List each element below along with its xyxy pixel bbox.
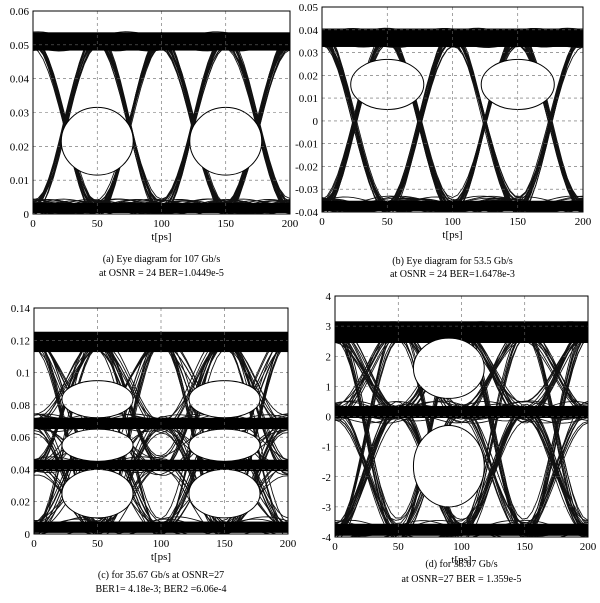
y-tick-label: -2 — [322, 472, 331, 484]
y-tick-label: 0.02 — [10, 141, 29, 153]
y-tick-label: 0.02 — [299, 70, 318, 82]
y-tick-label: 0.06 — [11, 432, 31, 444]
eye-opening — [188, 428, 261, 462]
x-tick-label: 50 — [393, 541, 405, 553]
y-tick-label: 0.04 — [299, 25, 319, 37]
y-tick-label: -4 — [322, 532, 332, 544]
y-tick-label: 2 — [326, 351, 332, 363]
y-tick-label: 0.04 — [10, 74, 30, 86]
y-tick-label: -0.03 — [295, 184, 318, 196]
y-tick-label: 0.04 — [11, 464, 31, 476]
y-tick-label: 0.02 — [11, 497, 30, 509]
x-tick-label: 200 — [280, 538, 297, 550]
y-tick-label: 0 — [313, 116, 319, 128]
eye-opening — [350, 58, 425, 110]
plot-frame — [321, 6, 584, 213]
chart-panel-4: 0 50 100 150 200 -4 -3 -2 -1 0 1 2 3 4 t[ps](d) for 35… — [322, 291, 597, 585]
y-tick-label: -0.02 — [295, 161, 318, 173]
eye-opening — [412, 337, 485, 399]
x-tick-label: 0 — [319, 216, 325, 228]
x-tick-label: 50 — [92, 538, 104, 550]
x-tick-label: 0 — [332, 541, 338, 553]
y-tick-label: 0.05 — [10, 40, 30, 52]
x-tick-label: 100 — [153, 538, 170, 550]
x-tick-label: 100 — [444, 216, 461, 228]
y-tick-label: 3 — [326, 321, 332, 333]
chart-panel-2: 0 50 100 150 200 -0.04 -0.03 -0.02 -0.01 0 0.01 0.0… — [295, 2, 592, 280]
y-tick-label: -3 — [322, 502, 332, 514]
y-tick-label: 4 — [326, 291, 332, 303]
y-tick-label: 0.03 — [10, 108, 30, 120]
y-tick-label: 0 — [25, 529, 31, 541]
x-tick-label: 50 — [92, 218, 104, 230]
y-tick-label: 0.08 — [11, 400, 31, 412]
x-tick-label: 0 — [31, 538, 37, 550]
x-tick-label: 200 — [580, 541, 597, 553]
x-tick-label: 50 — [382, 216, 394, 228]
x-tick-label: 0 — [30, 218, 36, 230]
eye-opening — [412, 425, 485, 508]
y-tick-label: 0.01 — [299, 93, 318, 105]
eye-opening — [189, 106, 263, 176]
eye-opening — [61, 468, 134, 519]
x-tick-label: 100 — [453, 541, 470, 553]
eye-opening — [480, 58, 555, 110]
chart-panel-1: 0 50 100 150 200 0 0.01 0.02 0.03 0.04 0.05 0.06 t[p… — [10, 6, 299, 279]
eye-opening — [188, 468, 261, 519]
x-tick-label: 150 — [517, 541, 534, 553]
caption-line: (a) Eye diagram for 107 Gb/s — [103, 254, 221, 265]
plot-frame — [33, 307, 289, 535]
y-tick-label: 0.14 — [11, 303, 31, 315]
y-tick-label: 0.03 — [299, 48, 319, 60]
y-tick-label: 0.1 — [16, 368, 30, 380]
y-tick-label: 0.01 — [10, 175, 29, 187]
caption-line: at OSNR = 24 BER=1.6478e-3 — [390, 269, 515, 280]
x-axis-label: t[ps] — [151, 231, 171, 243]
y-tick-label: 0.12 — [11, 335, 30, 347]
y-tick-label: 0.06 — [10, 6, 30, 18]
plot-frame — [334, 295, 589, 538]
eye-opening — [60, 106, 134, 176]
y-tick-label: -0.01 — [295, 139, 318, 151]
caption-line: at OSNR=27 BER = 1.359e-5 — [402, 574, 522, 585]
chart-panel-3: 0 50 100 150 200 0 0.02 0.04 0.06 0.08 0.1 0.12 0.14… — [11, 303, 297, 595]
y-tick-label: 1 — [326, 381, 332, 393]
x-tick-label: 150 — [218, 218, 235, 230]
caption-line: (d) for 35.67 Gb/s — [425, 559, 497, 570]
x-tick-label: 200 — [575, 216, 592, 228]
y-tick-label: 0 — [24, 209, 30, 221]
y-tick-label: -1 — [322, 442, 331, 454]
x-tick-label: 150 — [216, 538, 233, 550]
y-tick-label: 0 — [326, 412, 332, 424]
x-tick-label: 150 — [510, 216, 527, 228]
caption-line: at OSNR = 24 BER=1.0449e-5 — [99, 268, 224, 279]
x-axis-label: t[ps] — [442, 229, 462, 241]
y-tick-label: -0.04 — [295, 207, 318, 219]
caption-line: BER1= 4.18e-3; BER2 =6.06e-4 — [96, 584, 227, 595]
x-axis-label: t[ps] — [451, 554, 471, 566]
caption-line: (b) Eye diagram for 53.5 Gb/s — [392, 256, 513, 267]
y-tick-label: 0.05 — [299, 2, 319, 14]
caption-line: (c) for 35.67 Gb/s at OSNR=27 — [98, 570, 224, 581]
x-axis-label: t[ps] — [151, 551, 171, 563]
eye-opening — [61, 428, 134, 462]
plot-frame — [32, 10, 291, 215]
x-tick-label: 200 — [282, 218, 299, 230]
x-tick-label: 100 — [153, 218, 170, 230]
